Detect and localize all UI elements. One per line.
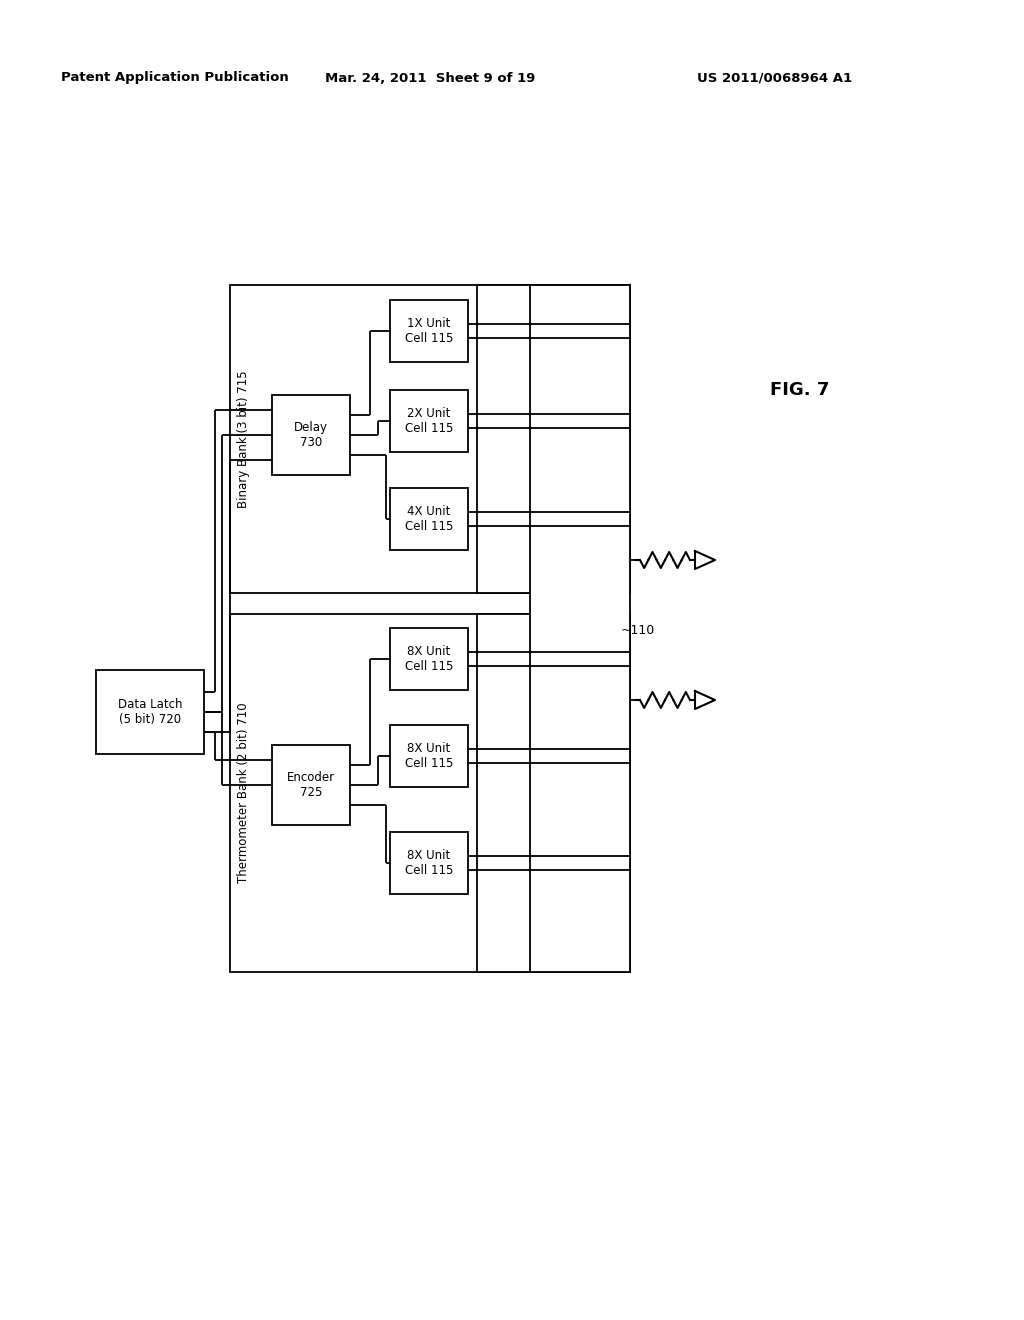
Bar [390, 725, 468, 787]
Text: FIG. 7: FIG. 7 [770, 381, 829, 399]
Text: 1X Unit
Cell 115: 1X Unit Cell 115 [404, 317, 454, 345]
Text: 8X Unit
Cell 115: 8X Unit Cell 115 [404, 742, 454, 770]
Text: Encoder
725: Encoder 725 [287, 771, 335, 799]
Text: US 2011/0068964 A1: US 2011/0068964 A1 [697, 71, 853, 84]
Bar [390, 300, 468, 362]
Text: 4X Unit
Cell 115: 4X Unit Cell 115 [404, 506, 454, 533]
Text: 8X Unit
Cell 115: 8X Unit Cell 115 [404, 849, 454, 876]
Text: Delay
730: Delay 730 [294, 421, 328, 449]
Bar [272, 744, 350, 825]
Text: 8X Unit
Cell 115: 8X Unit Cell 115 [404, 645, 454, 673]
Bar [390, 488, 468, 550]
Text: ~110: ~110 [621, 623, 655, 636]
Bar [96, 671, 204, 754]
Bar [272, 395, 350, 475]
Text: 2X Unit
Cell 115: 2X Unit Cell 115 [404, 407, 454, 436]
Text: Patent Application Publication: Patent Application Publication [61, 71, 289, 84]
Bar [230, 614, 630, 972]
Bar [390, 628, 468, 690]
Bar [390, 389, 468, 451]
Bar [230, 285, 630, 593]
Bar [477, 614, 630, 972]
Bar [530, 285, 630, 972]
Text: Mar. 24, 2011  Sheet 9 of 19: Mar. 24, 2011 Sheet 9 of 19 [325, 71, 536, 84]
Text: Data Latch
(5 bit) 720: Data Latch (5 bit) 720 [118, 698, 182, 726]
Text: Binary Bank (3 bit) 715: Binary Bank (3 bit) 715 [238, 370, 251, 508]
Text: Thermometer Bank (2 bit) 710: Thermometer Bank (2 bit) 710 [238, 702, 251, 883]
Bar [390, 832, 468, 894]
Bar [477, 285, 630, 593]
